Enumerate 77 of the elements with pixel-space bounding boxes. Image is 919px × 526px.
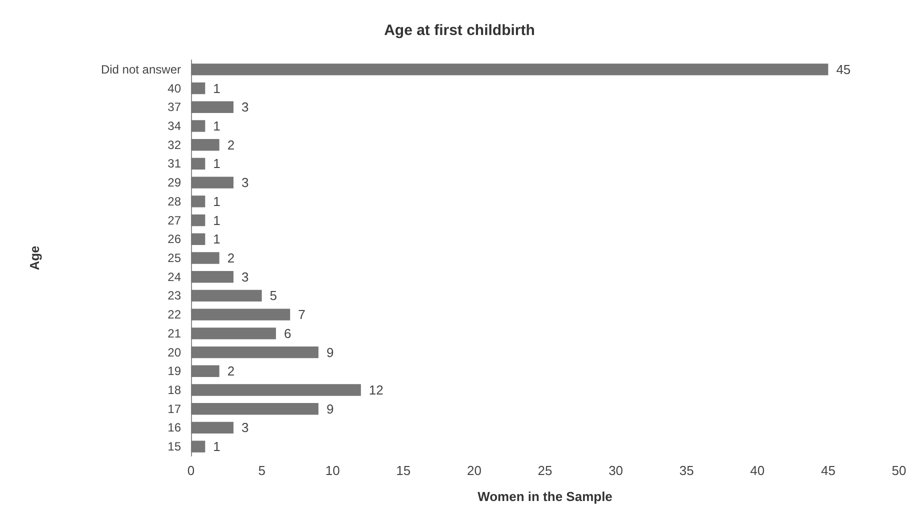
y-tick-label: 24 bbox=[168, 270, 182, 284]
bar bbox=[191, 365, 220, 377]
data-label: 3 bbox=[241, 175, 249, 190]
bar bbox=[191, 346, 318, 358]
data-label: 3 bbox=[241, 420, 249, 436]
bar bbox=[191, 101, 234, 113]
data-label: 2 bbox=[227, 250, 235, 266]
y-tick-label: 18 bbox=[168, 383, 182, 397]
y-tick-label: 40 bbox=[168, 81, 182, 96]
y-tick-label: 15 bbox=[168, 440, 182, 454]
data-label: 9 bbox=[326, 344, 334, 360]
data-label: 6 bbox=[284, 326, 292, 341]
bar bbox=[191, 139, 220, 151]
data-label: 1 bbox=[213, 212, 220, 228]
bar bbox=[191, 158, 206, 170]
x-axis-title: Women in the Sample bbox=[478, 489, 612, 504]
bar bbox=[191, 290, 262, 302]
bar bbox=[191, 271, 234, 283]
x-tick-label: 25 bbox=[538, 463, 552, 478]
bar bbox=[191, 120, 206, 132]
data-label: 45 bbox=[836, 62, 851, 77]
data-label: 2 bbox=[227, 364, 235, 379]
y-tick-label: 34 bbox=[168, 119, 182, 133]
data-label: 7 bbox=[298, 307, 306, 322]
data-label: 2 bbox=[227, 137, 235, 152]
y-tick-label: 29 bbox=[168, 176, 182, 190]
data-label: 1 bbox=[213, 118, 220, 134]
y-tick-label: 17 bbox=[168, 402, 182, 416]
bar bbox=[191, 252, 220, 264]
data-label: 1 bbox=[213, 232, 220, 247]
x-tick-label: 20 bbox=[466, 463, 482, 478]
bar bbox=[191, 214, 206, 226]
data-label: 1 bbox=[213, 80, 220, 96]
y-axis-title: Age bbox=[27, 246, 42, 270]
chart-title: Age at first childbirth bbox=[384, 22, 535, 39]
x-tick-label: 45 bbox=[820, 463, 836, 478]
y-tick-label: 26 bbox=[168, 232, 182, 246]
y-tick-label: 27 bbox=[168, 213, 182, 228]
x-tick-label: 15 bbox=[396, 463, 411, 478]
y-tick-label: 28 bbox=[168, 194, 182, 208]
x-tick-label: 30 bbox=[608, 463, 624, 478]
data-label: 3 bbox=[241, 100, 249, 115]
y-tick-label: 37 bbox=[168, 100, 182, 114]
y-tick-label: 21 bbox=[168, 326, 182, 340]
y-tick-label: 20 bbox=[168, 345, 182, 360]
y-tick-label: 31 bbox=[168, 156, 182, 171]
bar bbox=[191, 233, 206, 245]
y-tick-label: 19 bbox=[168, 364, 182, 378]
data-label: 5 bbox=[270, 288, 278, 304]
x-tick-label: 0 bbox=[187, 463, 195, 478]
x-tick-label: 10 bbox=[325, 463, 340, 478]
bar bbox=[191, 64, 828, 76]
bar bbox=[191, 422, 234, 434]
bar bbox=[191, 176, 234, 188]
data-label: 1 bbox=[213, 156, 220, 172]
bar bbox=[191, 403, 318, 415]
y-tick-label: 25 bbox=[168, 251, 182, 265]
bar bbox=[191, 308, 290, 320]
data-label: 3 bbox=[241, 269, 249, 284]
y-tick-label: 32 bbox=[168, 138, 182, 152]
x-tick-label: 35 bbox=[679, 463, 694, 478]
data-label: 12 bbox=[368, 382, 384, 398]
bar bbox=[191, 440, 206, 452]
y-tick-label: 23 bbox=[168, 288, 182, 303]
data-label: 9 bbox=[326, 401, 334, 416]
data-label: 1 bbox=[213, 194, 220, 209]
x-tick-label: 5 bbox=[258, 463, 266, 478]
x-tick-label: 50 bbox=[892, 463, 906, 478]
bar bbox=[191, 328, 276, 340]
bar bbox=[191, 384, 361, 396]
bar bbox=[191, 82, 206, 94]
y-tick-label: Did not answer bbox=[100, 62, 181, 76]
x-tick-label: 40 bbox=[750, 463, 765, 478]
y-tick-label: 16 bbox=[168, 420, 182, 435]
y-tick-label: 22 bbox=[168, 308, 182, 322]
bar bbox=[191, 196, 206, 208]
data-label: 1 bbox=[213, 439, 220, 454]
